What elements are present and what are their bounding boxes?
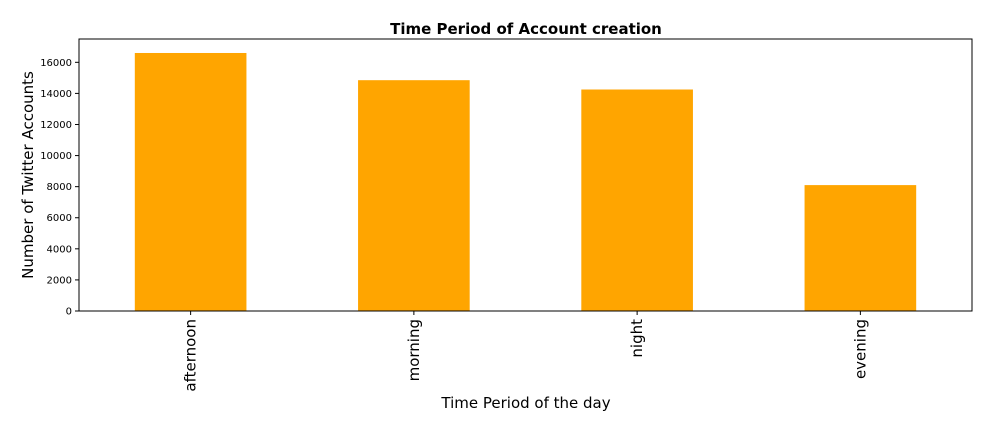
ytick-label: 8000: [47, 182, 72, 193]
chart-title: Time Period of Account creation: [390, 20, 662, 38]
y-axis-label: Number of Twitter Accounts: [19, 71, 37, 279]
plot-area: afternoon morning night evening 0 2000 4000 600…: [40, 38, 973, 392]
xtick-label-evening: evening: [851, 319, 869, 379]
xtick-label-morning: morning: [405, 319, 423, 381]
ytick-label: 14000: [40, 89, 72, 100]
ytick-label: 6000: [47, 213, 72, 224]
plot-frame: [78, 38, 973, 312]
ytick-label: 2000: [47, 275, 72, 286]
bar-morning: [358, 80, 470, 311]
bar-evening: [804, 185, 917, 311]
ytick-label: 12000: [40, 120, 72, 131]
ytick-label: 0: [66, 307, 72, 318]
xtick-label-afternoon: afternoon: [182, 319, 200, 392]
bar-night: [581, 89, 693, 311]
ytick-label: 4000: [47, 244, 72, 255]
x-axis-label: Time Period of the day: [440, 394, 610, 412]
ytick-label: 16000: [40, 58, 72, 69]
bar-afternoon: [134, 52, 247, 312]
ytick-label: 10000: [40, 151, 72, 162]
xtick-label-night: night: [628, 319, 646, 358]
